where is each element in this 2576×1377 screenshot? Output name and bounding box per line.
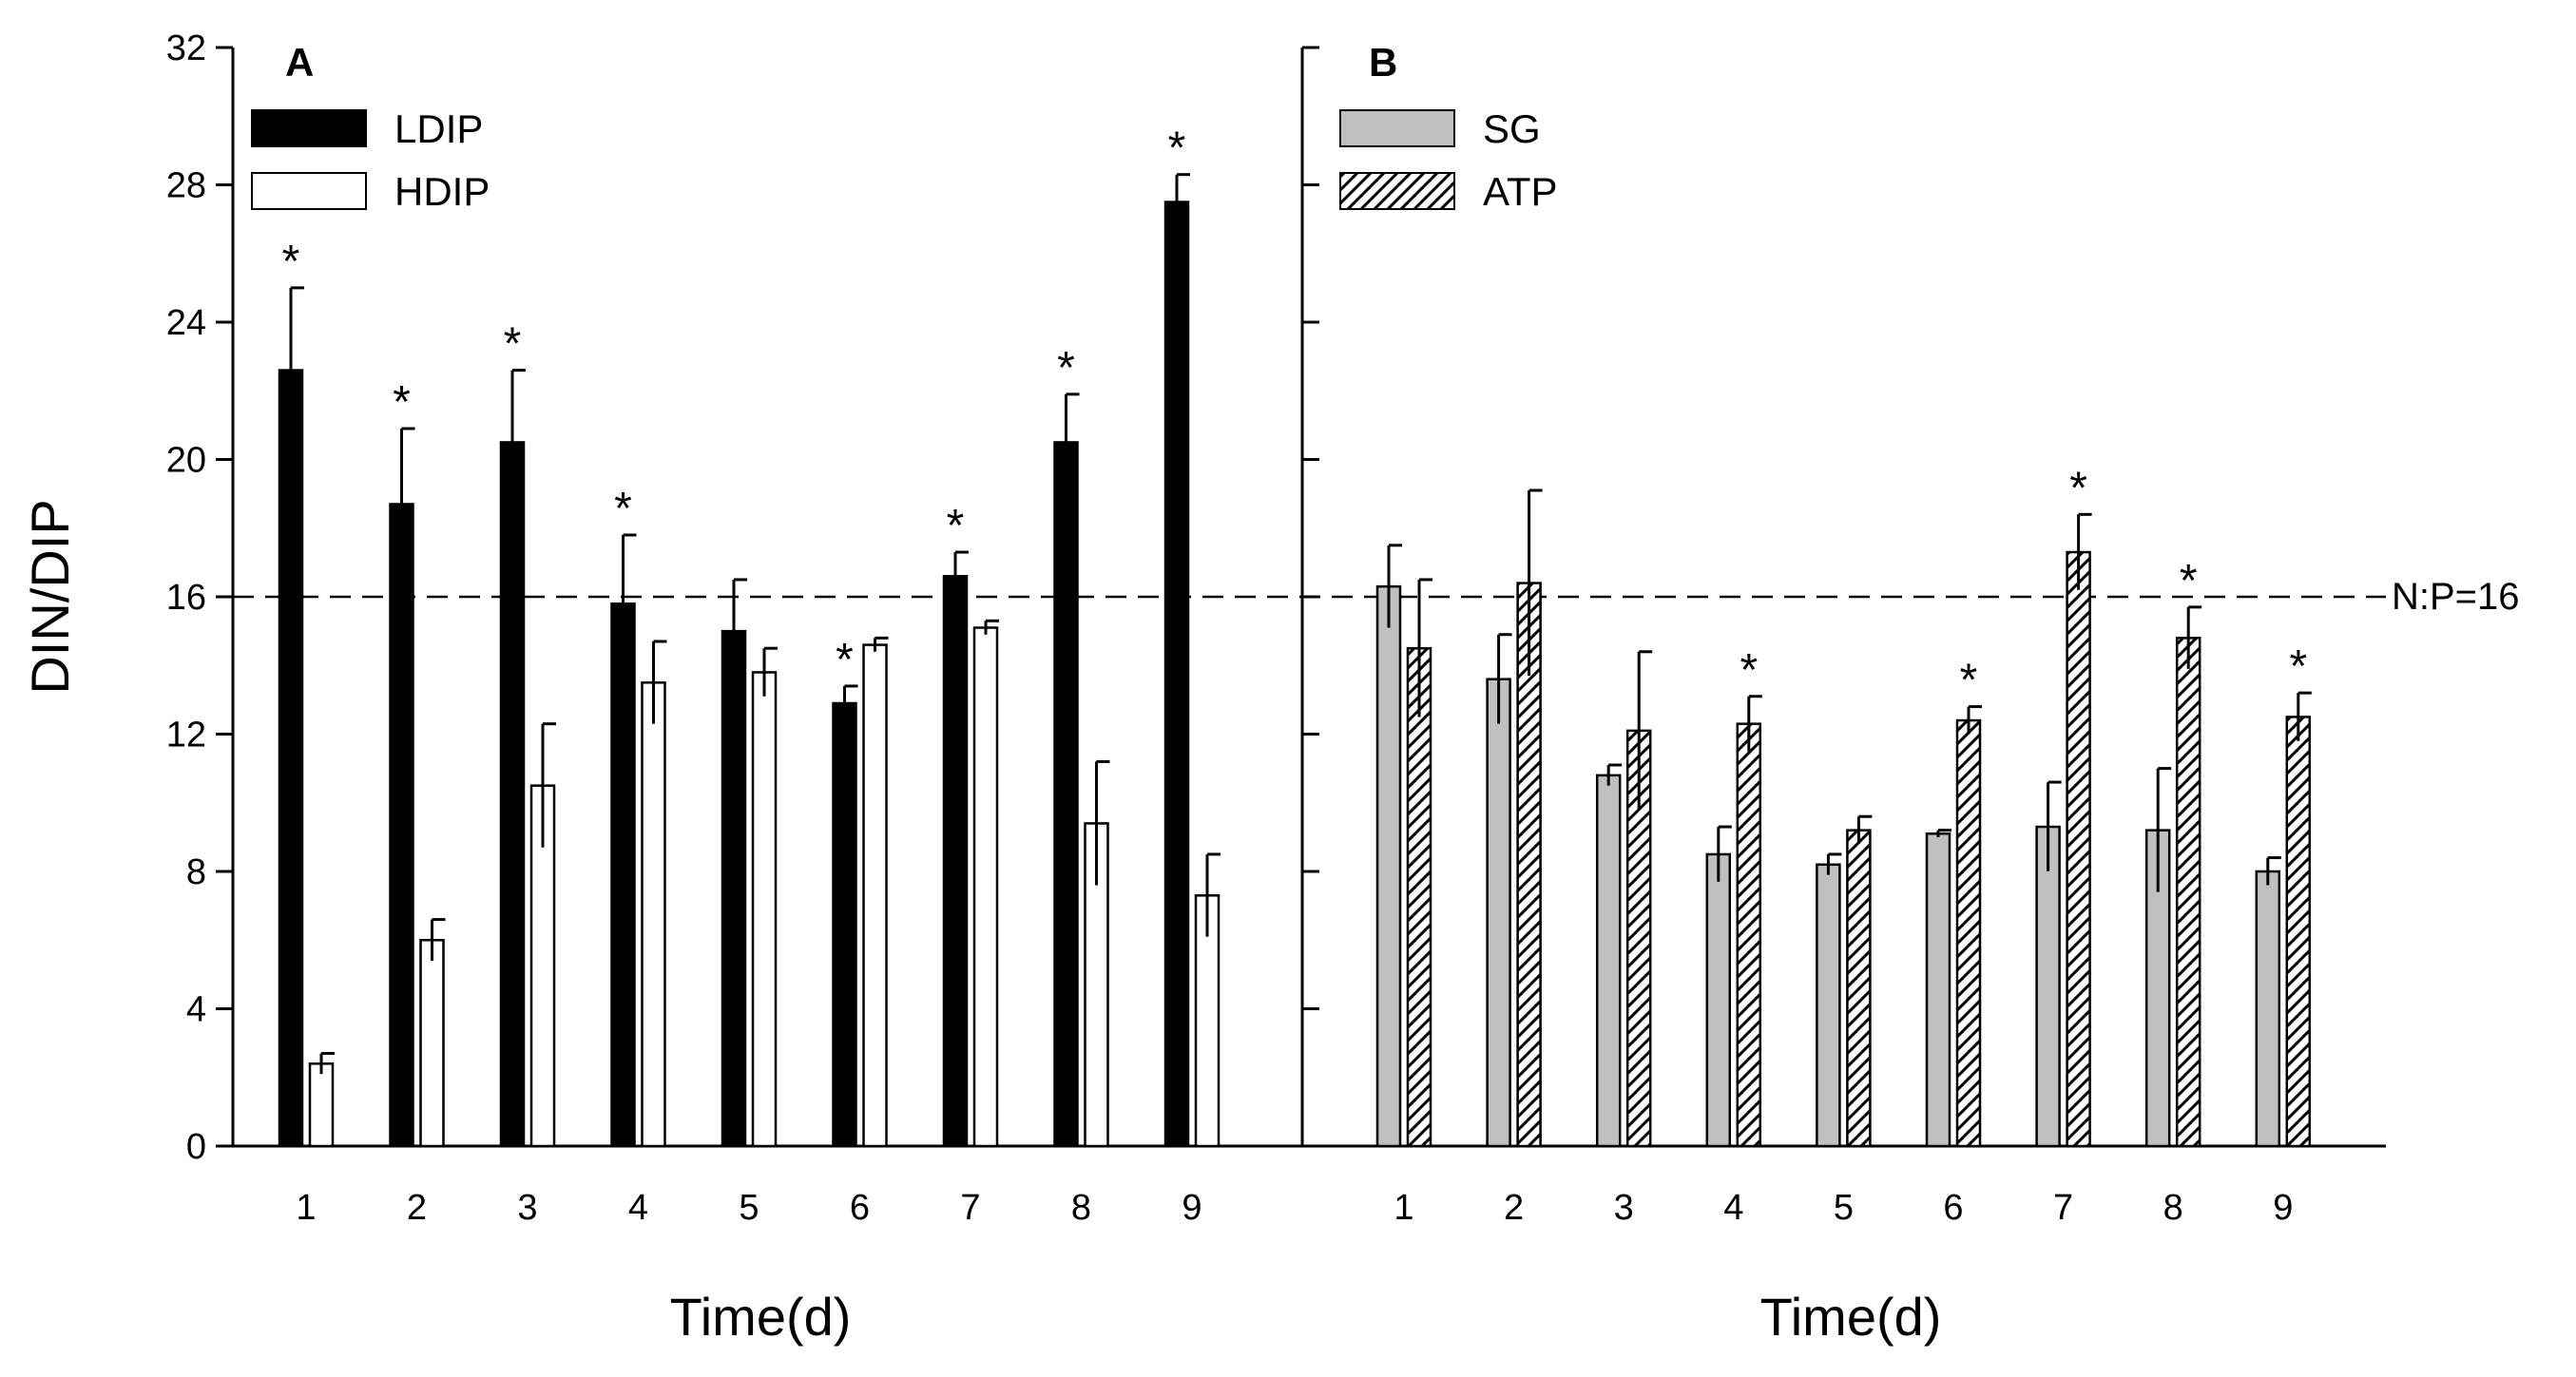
bar-atp-6 — [1955, 718, 1982, 1148]
bar-ldip-5 — [721, 629, 747, 1148]
bar-ldip-9 — [1163, 201, 1190, 1148]
y-tick-label-5: 20 — [166, 441, 206, 481]
bar-sg-2 — [1486, 678, 1511, 1148]
bar-hdip-7 — [972, 626, 999, 1148]
significance-star-ldip-4: * — [614, 484, 632, 534]
bar-hdip-4 — [641, 681, 666, 1148]
significance-star-atp-6: * — [1960, 656, 1978, 706]
y-tick-label-3: 12 — [166, 716, 206, 755]
bar-ldip-1 — [278, 369, 304, 1148]
significance-star-ldip-1: * — [282, 237, 300, 287]
x-tick-label-1-4: 5 — [1834, 1188, 1854, 1228]
significance-star-ldip-8: * — [1057, 343, 1075, 393]
significance-star-ldip-7: * — [947, 501, 965, 551]
panel-b-label: B — [1369, 40, 1397, 85]
y-tick-label-8: 32 — [166, 29, 206, 68]
x-tick-label-0-2: 3 — [517, 1188, 537, 1228]
bar-ldip-8 — [1053, 441, 1079, 1148]
x-tick-label-1-6: 7 — [2053, 1188, 2073, 1228]
panel-a-label: A — [285, 40, 314, 85]
x-tick-label-1-2: 3 — [1614, 1188, 1634, 1228]
x-tick-label-1-8: 9 — [2273, 1188, 2293, 1228]
x-tick-label-0-6: 7 — [960, 1188, 980, 1228]
bar-hdip-9 — [1194, 894, 1221, 1148]
y-tick-label-1: 4 — [186, 990, 206, 1030]
bar-hdip-6 — [862, 643, 888, 1148]
bar-ldip-2 — [389, 503, 414, 1148]
legend-swatch-hdip — [251, 172, 367, 210]
bar-sg-9 — [2255, 870, 2281, 1148]
bar-atp-4 — [1736, 722, 1762, 1148]
bar-atp-8 — [2175, 637, 2201, 1148]
panel-a-x-axis-title: Time(d) — [670, 1287, 852, 1347]
significance-star-ldip-6: * — [836, 635, 854, 685]
bar-ldip-3 — [499, 441, 526, 1148]
significance-star-atp-7: * — [2069, 463, 2087, 513]
bar-sg-6 — [1925, 832, 1951, 1148]
x-tick-label-0-5: 6 — [850, 1188, 870, 1228]
bar-sg-3 — [1595, 774, 1622, 1148]
bar-atp-1 — [1406, 646, 1432, 1148]
legend-label-sg: SG — [1483, 106, 1541, 151]
x-tick-label-0-1: 2 — [407, 1188, 427, 1228]
bar-sg-1 — [1375, 584, 1402, 1148]
significance-star-ldip-9: * — [1168, 124, 1186, 174]
bar-atp-5 — [1846, 829, 1872, 1148]
y-tick-label-6: 24 — [166, 303, 206, 343]
significance-star-ldip-2: * — [393, 377, 411, 428]
bar-sg-4 — [1705, 852, 1732, 1148]
x-tick-label-0-4: 5 — [739, 1188, 759, 1228]
bar-hdip-5 — [751, 671, 778, 1148]
legend-swatch-sg — [1339, 109, 1455, 147]
x-tick-label-0-7: 8 — [1071, 1188, 1091, 1228]
x-tick-label-1-7: 8 — [2163, 1188, 2183, 1228]
bar-hdip-2 — [419, 939, 445, 1148]
x-tick-label-1-5: 6 — [1943, 1188, 1963, 1228]
panel-b-axes: B — [1300, 40, 2386, 1148]
bar-sg-7 — [2035, 825, 2061, 1148]
y-tick-label-0: 0 — [186, 1127, 206, 1167]
bar-atp-7 — [2066, 550, 2091, 1148]
bar-atp-9 — [2285, 716, 2312, 1148]
bar-ldip-6 — [832, 701, 857, 1148]
bar-atp-2 — [1516, 582, 1542, 1148]
legend-label-ldip: LDIP — [394, 106, 483, 151]
y-tick-label-7: 28 — [166, 166, 206, 206]
reference-line-label: N:P=16 — [2392, 576, 2520, 618]
significance-star-atp-4: * — [1740, 645, 1758, 696]
legend-label-hdip: HDIP — [394, 169, 490, 214]
panel-b-x-axis-title: Time(d) — [1760, 1287, 1942, 1347]
significance-star-atp-8: * — [2180, 556, 2198, 606]
x-tick-label-1-0: 1 — [1394, 1188, 1413, 1228]
significance-star-ldip-3: * — [504, 319, 522, 370]
legend-swatch-ldip — [251, 109, 367, 147]
significance-star-atp-9: * — [2289, 641, 2307, 692]
legend-label-atp: ATP — [1483, 169, 1558, 214]
x-tick-label-0-0: 1 — [296, 1188, 316, 1228]
legend-panel-b: SG ATP — [1339, 106, 1558, 214]
bar-ldip-4 — [610, 602, 636, 1148]
bar-sg-5 — [1816, 863, 1841, 1148]
x-tick-label-0-8: 9 — [1182, 1188, 1201, 1228]
x-tick-label-0-3: 4 — [628, 1188, 648, 1228]
y-tick-label-4: 16 — [166, 578, 206, 618]
x-tick-label-1-1: 2 — [1504, 1188, 1524, 1228]
legend-swatch-atp — [1339, 172, 1455, 210]
bar-hdip-1 — [308, 1062, 335, 1148]
x-tick-label-1-3: 4 — [1723, 1188, 1743, 1228]
bar-ldip-7 — [942, 575, 969, 1148]
bars-layer: * * * * * * * * * * * * * — [278, 124, 2312, 1148]
legend-panel-a: LDIP HDIP — [251, 106, 490, 214]
y-axis-title: DIN/DIP — [20, 499, 80, 694]
y-tick-label-2: 8 — [186, 852, 206, 892]
